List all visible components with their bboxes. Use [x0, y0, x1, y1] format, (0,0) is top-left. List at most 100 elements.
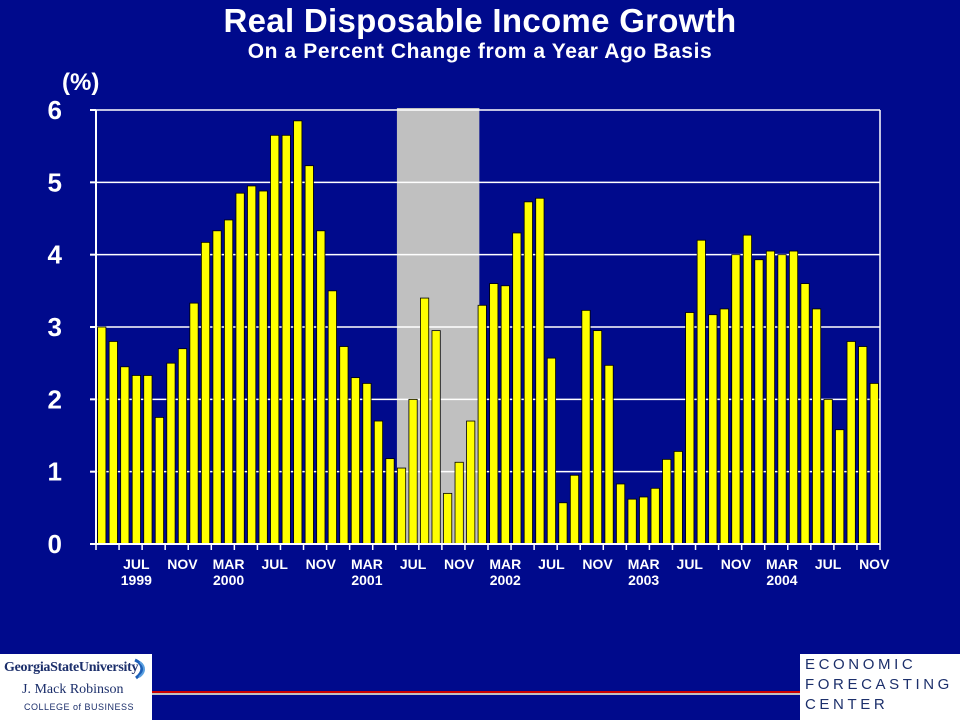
gsu-logo-school: COLLEGE of BUSINESS [24, 702, 135, 712]
gsu-swoosh-icon [134, 658, 145, 680]
bar [662, 458, 672, 545]
bar [177, 348, 188, 545]
x-tick-year-label: 2002 [490, 572, 521, 588]
gsu-logo-name: GeorgiaStateUniversity [4, 660, 139, 675]
bar [869, 383, 879, 545]
x-tick-label: MAR [213, 556, 245, 572]
efc-logo: ECONOMIC FORECASTING CENTER [800, 654, 960, 720]
x-tick-label: MAR [489, 556, 521, 572]
chart-subtitle: On a Percent Change from a Year Ago Basi… [247, 40, 713, 63]
bar [258, 190, 268, 545]
chart-title: Real Disposable Income Growth [223, 2, 737, 39]
x-tick-label: MAR [628, 556, 660, 572]
bar [431, 330, 441, 545]
x-tick-year-label: 2003 [628, 572, 659, 588]
x-tick-year-label: 1999 [121, 572, 152, 588]
bar [189, 302, 199, 545]
gsu-logo: GeorgiaStateUniversity J. Mack Robinson … [0, 654, 152, 720]
bar [627, 498, 637, 545]
bar [650, 487, 660, 545]
bar [477, 304, 487, 545]
gsu-logo-college: J. Mack Robinson [22, 682, 124, 697]
efc-logo-line2: FORECASTING [805, 676, 953, 693]
bar [373, 420, 384, 545]
bar [443, 492, 453, 545]
bar [742, 234, 752, 545]
x-tick-label: JUL [261, 556, 288, 572]
bar [800, 283, 810, 545]
y-tick-label: 3 [48, 312, 62, 342]
bar [835, 429, 845, 545]
bar [500, 285, 510, 545]
bar [108, 341, 118, 545]
bar [385, 458, 395, 545]
x-tick-label: NOV [721, 556, 752, 572]
bar [569, 474, 580, 545]
x-tick-label: NOV [167, 556, 198, 572]
x-tick-label: JUL [400, 556, 427, 572]
bar [143, 375, 153, 545]
bar [281, 134, 291, 545]
bar [535, 197, 545, 545]
bar [685, 312, 695, 545]
bar [731, 254, 741, 545]
bar [604, 364, 614, 545]
bar [396, 467, 407, 545]
bar [558, 502, 568, 545]
bar [247, 185, 257, 545]
x-tick-label: NOV [306, 556, 337, 572]
efc-logo-line3: CENTER [805, 696, 889, 713]
bar [270, 134, 280, 545]
bar [523, 201, 533, 545]
bar [639, 496, 649, 545]
bar [235, 192, 245, 545]
x-tick-label: MAR [766, 556, 798, 572]
bar [616, 483, 626, 545]
bar [812, 308, 822, 545]
bar [420, 297, 430, 545]
bar [823, 398, 833, 545]
y-tick-label: 2 [48, 384, 62, 414]
bar [846, 341, 856, 545]
bar [696, 239, 706, 545]
bar [293, 120, 303, 545]
bar [581, 309, 591, 545]
bar [97, 326, 107, 545]
bar [708, 314, 718, 545]
bar [212, 230, 222, 545]
x-tick-label: JUL [123, 556, 150, 572]
x-tick-year-label: 2000 [213, 572, 244, 588]
footer-divider [152, 691, 800, 693]
y-tick-label: 1 [48, 457, 62, 487]
bar [489, 283, 499, 545]
y-tick-label: 6 [48, 95, 62, 125]
x-tick-label: JUL [677, 556, 704, 572]
x-tick-label: NOV [859, 556, 890, 572]
bar [673, 451, 683, 545]
bar [765, 250, 776, 545]
x-tick-label: JUL [538, 556, 565, 572]
bar [120, 366, 130, 545]
efc-logo-line1: ECONOMIC [805, 656, 917, 673]
bar [316, 230, 326, 545]
bar [777, 254, 787, 545]
bar [131, 375, 141, 545]
y-axis-label: (%) [62, 69, 99, 96]
bar [719, 308, 729, 545]
footer-divider-shadow [152, 693, 800, 695]
x-tick-label: MAR [351, 556, 383, 572]
bar [350, 377, 360, 545]
y-tick-label: 5 [48, 167, 62, 197]
bar [327, 290, 337, 545]
bar [592, 330, 603, 545]
bar [466, 420, 476, 545]
bar [454, 461, 464, 545]
bar [200, 241, 211, 545]
bar [858, 346, 868, 545]
bar [408, 398, 418, 545]
bar [546, 357, 556, 545]
y-tick-label: 0 [48, 529, 62, 559]
bar [362, 383, 372, 545]
x-tick-year-label: 2004 [766, 572, 797, 588]
